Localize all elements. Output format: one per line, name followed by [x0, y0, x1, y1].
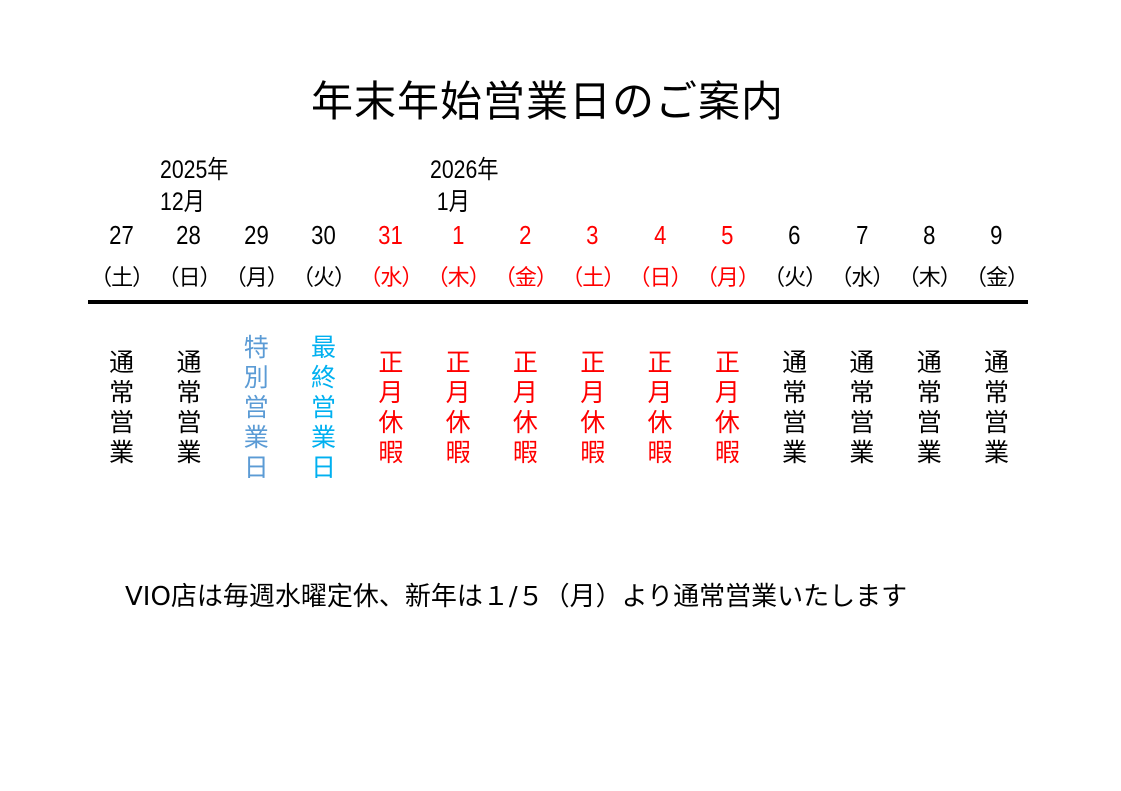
- year-label: 2025年: [160, 156, 229, 184]
- day-status-text: 特別営業日: [243, 333, 269, 482]
- day-date: 4: [653, 220, 667, 250]
- month-label: 1月: [436, 188, 470, 216]
- day-column: 3 （土） 正月休暇: [559, 218, 626, 493]
- day-column: 31 （水） 正月休暇: [357, 218, 424, 493]
- divider-line: [88, 300, 1028, 304]
- page-title: 年末年始営業日のご案内: [310, 77, 784, 126]
- day-status: 正月休暇: [513, 323, 538, 493]
- day-date: 2: [519, 220, 532, 250]
- day-weekday: （火）: [763, 266, 827, 291]
- day-weekday: （木）: [897, 266, 962, 291]
- day-status: 正月休暇: [648, 323, 673, 493]
- day-status-text: 正月休暇: [378, 348, 404, 467]
- day-status-text: 正月休暇: [512, 348, 538, 467]
- day-status: 特別営業日: [244, 323, 269, 493]
- day-weekday: （木）: [426, 266, 491, 291]
- day-status: 通常営業: [109, 323, 134, 493]
- day-status-text: 正月休暇: [580, 348, 606, 467]
- day-status-text: 通常営業: [916, 348, 942, 467]
- day-column: 29 （月） 特別営業日: [223, 218, 290, 493]
- day-date: 3: [586, 220, 599, 250]
- day-column: 27 （土） 通常営業: [88, 218, 155, 493]
- day-column: 7 （水） 通常営業: [828, 218, 895, 493]
- day-status-text: 正月休暇: [647, 348, 673, 467]
- day-column: 1 （木） 正月休暇: [424, 218, 491, 493]
- day-date: 28: [176, 220, 202, 250]
- day-weekday: （土）: [561, 266, 625, 291]
- year-month-2025: 2025年 12月: [160, 154, 229, 218]
- year-month-2026: 2026年 1月: [430, 154, 499, 218]
- day-date: 29: [243, 220, 269, 250]
- notice-text: VIO店は毎週水曜定休、新年は１/５（月）より通常営業いたします: [125, 582, 908, 612]
- day-column: 5 （月） 正月休暇: [694, 218, 761, 493]
- day-status: 通常営業: [849, 323, 874, 493]
- day-weekday: （火）: [292, 266, 356, 291]
- day-status: 正月休暇: [378, 323, 403, 493]
- day-date: 6: [788, 220, 801, 250]
- day-status-text: 正月休暇: [714, 348, 740, 467]
- day-status-text: 正月休暇: [445, 348, 471, 467]
- day-status-text: 通常営業: [109, 348, 135, 467]
- day-date: 30: [311, 220, 336, 250]
- day-weekday: （金）: [965, 266, 1029, 291]
- day-weekday: （土）: [90, 266, 154, 291]
- schedule-columns: 27 （土） 通常営業 28 （日） 通常営業 29 （月） 特別営業日 30 （火） 最終営業日 31…: [88, 218, 1030, 493]
- day-column: 6 （火） 通常営業: [761, 218, 828, 493]
- day-status: 最終営業日: [311, 323, 336, 493]
- day-status: 通常営業: [917, 323, 942, 493]
- day-column: 30 （火） 最終営業日: [290, 218, 357, 493]
- day-date: 27: [109, 220, 134, 250]
- day-weekday: （日）: [157, 266, 221, 291]
- day-status: 通常営業: [176, 323, 201, 493]
- day-column: 8 （木） 通常営業: [896, 218, 963, 493]
- day-column: 28 （日） 通常営業: [155, 218, 222, 493]
- month-label: 12月: [160, 188, 205, 216]
- day-status-text: 通常営業: [984, 348, 1010, 467]
- day-weekday: （水）: [830, 266, 894, 291]
- day-weekday: （日）: [628, 266, 693, 291]
- day-weekday: （月）: [224, 266, 289, 291]
- day-date: 7: [855, 220, 869, 250]
- day-column: 2 （金） 正月休暇: [492, 218, 559, 493]
- day-status-text: 通常営業: [782, 348, 808, 467]
- day-date: 9: [990, 220, 1003, 250]
- day-date: 8: [923, 220, 936, 250]
- day-status: 正月休暇: [715, 323, 740, 493]
- day-status: 通常営業: [782, 323, 807, 493]
- year-label: 2026年: [430, 156, 499, 184]
- day-status-text: 最終営業日: [311, 333, 337, 482]
- day-status: 通常営業: [984, 323, 1009, 493]
- day-date: 31: [378, 220, 404, 250]
- day-weekday: （金）: [493, 266, 558, 291]
- day-weekday: （水）: [359, 266, 423, 291]
- day-status-text: 通常営業: [176, 348, 202, 467]
- day-status: 正月休暇: [446, 323, 471, 493]
- day-column: 4 （日） 正月休暇: [626, 218, 693, 493]
- day-column: 9 （金） 通常営業: [963, 218, 1030, 493]
- day-date: 1: [451, 220, 465, 250]
- day-status: 正月休暇: [580, 323, 605, 493]
- day-weekday: （月）: [695, 266, 760, 291]
- day-date: 5: [721, 220, 734, 250]
- day-status-text: 通常営業: [849, 348, 875, 467]
